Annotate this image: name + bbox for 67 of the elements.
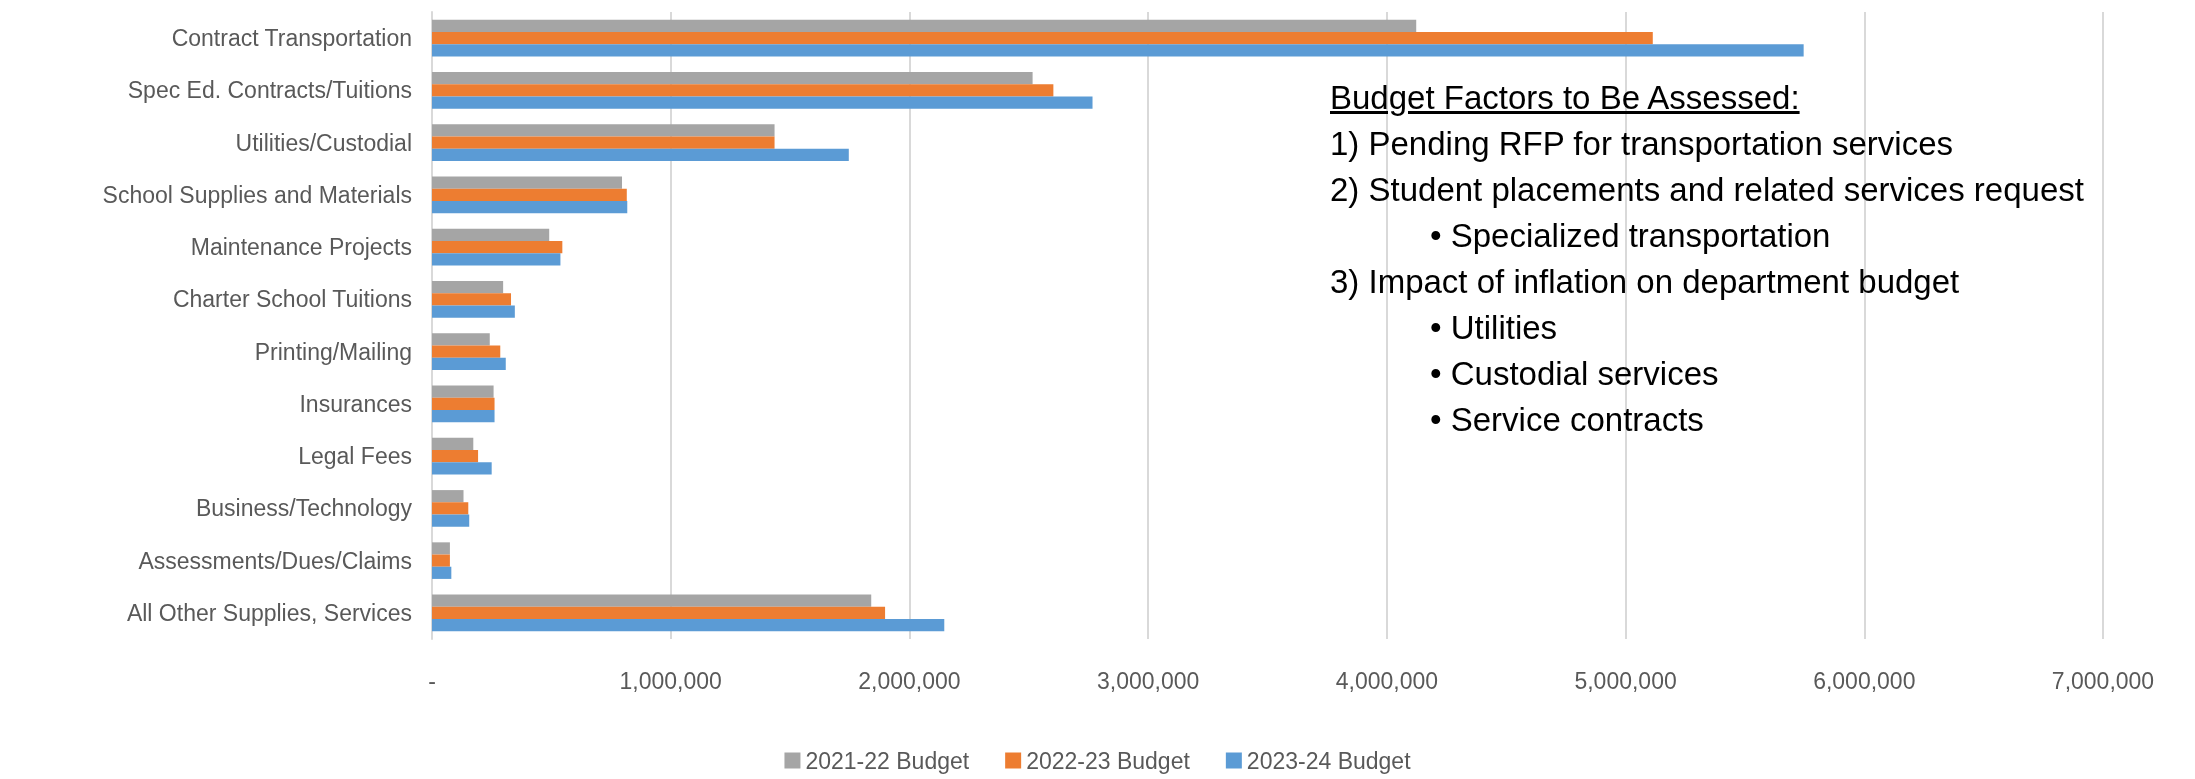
y-tick-label: Printing/Mailing	[254, 338, 412, 365]
y-tick-label: Spec Ed. Contracts/Tuitions	[127, 77, 412, 104]
y-tick-label: Maintenance Projects	[190, 234, 412, 261]
bar	[432, 606, 886, 619]
bar	[432, 124, 775, 137]
bar	[432, 357, 506, 370]
bar	[432, 594, 872, 607]
bar	[432, 188, 627, 201]
annotation: • Custodial services	[1429, 354, 1720, 394]
bar	[432, 385, 494, 398]
bar	[432, 241, 563, 254]
bar	[432, 566, 452, 579]
legend-label: 2023-24 Budget	[1246, 747, 1412, 774]
annotation: • Utilities	[1429, 308, 1559, 348]
bar	[432, 462, 492, 475]
annotation: • Specialized transportation	[1429, 216, 1832, 256]
x-tick-label: -	[428, 667, 436, 694]
bar	[432, 281, 504, 294]
y-tick-label: Legal Fees	[298, 443, 412, 470]
x-tick-label: 6,000,000	[1813, 667, 1916, 694]
bar	[432, 305, 515, 318]
bar	[432, 437, 474, 451]
x-tick-label: 4,000,000	[1335, 667, 1439, 694]
bar	[432, 72, 1033, 85]
bar	[432, 397, 495, 410]
bar	[432, 200, 628, 214]
x-tick-label: 5,000,000	[1574, 667, 1677, 694]
x-tick-label: 7,000,000	[2051, 667, 2155, 694]
annotation: 2) Student placements and related services request	[1330, 170, 2085, 210]
y-tick-label: Insurances	[299, 390, 412, 417]
bar	[432, 228, 550, 242]
bar	[432, 514, 470, 527]
bar	[432, 32, 1653, 45]
annotation: 1) Pending RFP for transportation services	[1330, 124, 1955, 164]
x-tick-label: 2,000,000	[858, 667, 961, 694]
bar	[432, 44, 1804, 57]
x-tick-label: 1,000,000	[619, 667, 722, 694]
bar	[432, 333, 490, 346]
annotation: 3) Impact of inflation on department budget	[1330, 262, 1961, 302]
bar	[432, 554, 450, 567]
legend-label: 2022-23 Budget	[1026, 747, 1191, 774]
y-tick-label: All Other Supplies, Services	[126, 599, 412, 626]
x-tick-label: 3,000,000	[1096, 667, 1200, 694]
bar	[432, 345, 501, 358]
bar	[432, 96, 1093, 109]
bar	[432, 618, 945, 632]
bar	[432, 502, 469, 515]
bar	[432, 490, 464, 503]
bar	[432, 84, 1054, 97]
annotation: • Service contracts	[1429, 400, 1705, 440]
bar	[432, 176, 623, 189]
bar	[432, 409, 495, 423]
bar	[432, 19, 1417, 33]
y-tick-label: Contract Transportation	[171, 25, 412, 52]
bar	[432, 148, 849, 161]
y-tick-label: School Supplies and Materials	[102, 181, 412, 208]
legend-label: 2021-22 Budget	[805, 747, 970, 774]
bar	[432, 450, 479, 463]
bar	[432, 542, 450, 555]
y-tick-label: Business/Technology	[195, 495, 413, 522]
y-tick-label: Utilities/Custodial	[235, 129, 412, 156]
y-tick-label: Charter School Tuitions	[172, 286, 412, 313]
bar	[432, 136, 775, 149]
annotation: Budget Factors to Be Assessed:	[1330, 78, 1801, 118]
bar	[432, 253, 561, 266]
y-tick-label: Assessments/Dues/Claims	[138, 547, 412, 574]
bar	[432, 293, 512, 306]
